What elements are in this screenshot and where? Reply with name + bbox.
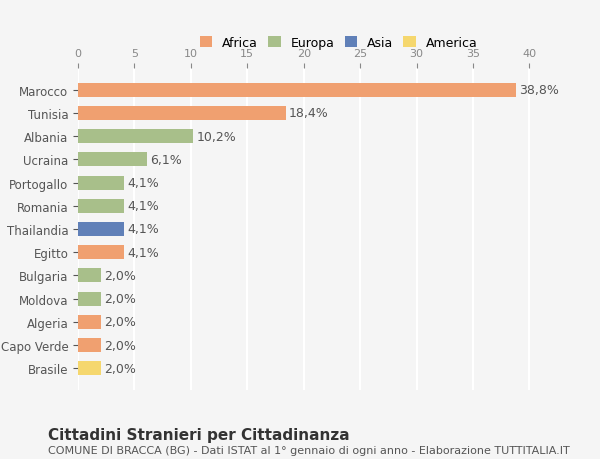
Bar xyxy=(78,153,147,167)
Text: Cittadini Stranieri per Cittadinanza: Cittadini Stranieri per Cittadinanza xyxy=(48,427,350,442)
Bar xyxy=(78,362,101,375)
Bar xyxy=(78,176,124,190)
Bar xyxy=(78,106,286,121)
Bar xyxy=(78,269,101,283)
Text: 2,0%: 2,0% xyxy=(104,362,136,375)
Text: 4,1%: 4,1% xyxy=(128,223,160,236)
Text: 4,1%: 4,1% xyxy=(128,200,160,213)
Bar xyxy=(78,84,516,97)
Text: 38,8%: 38,8% xyxy=(519,84,559,97)
Text: 10,2%: 10,2% xyxy=(197,130,236,143)
Text: 2,0%: 2,0% xyxy=(104,269,136,282)
Text: COMUNE DI BRACCA (BG) - Dati ISTAT al 1° gennaio di ogni anno - Elaborazione TUT: COMUNE DI BRACCA (BG) - Dati ISTAT al 1°… xyxy=(48,445,570,455)
Text: 18,4%: 18,4% xyxy=(289,107,329,120)
Text: 2,0%: 2,0% xyxy=(104,292,136,306)
Text: 2,0%: 2,0% xyxy=(104,316,136,329)
Bar xyxy=(78,292,101,306)
Text: 4,1%: 4,1% xyxy=(128,246,160,259)
Text: 2,0%: 2,0% xyxy=(104,339,136,352)
Legend: Africa, Europa, Asia, America: Africa, Europa, Asia, America xyxy=(196,34,481,54)
Bar xyxy=(78,246,124,260)
Text: 6,1%: 6,1% xyxy=(150,153,182,167)
Bar xyxy=(78,315,101,329)
Bar xyxy=(78,338,101,353)
Bar xyxy=(78,130,193,144)
Text: 4,1%: 4,1% xyxy=(128,177,160,190)
Bar xyxy=(78,223,124,236)
Bar xyxy=(78,199,124,213)
